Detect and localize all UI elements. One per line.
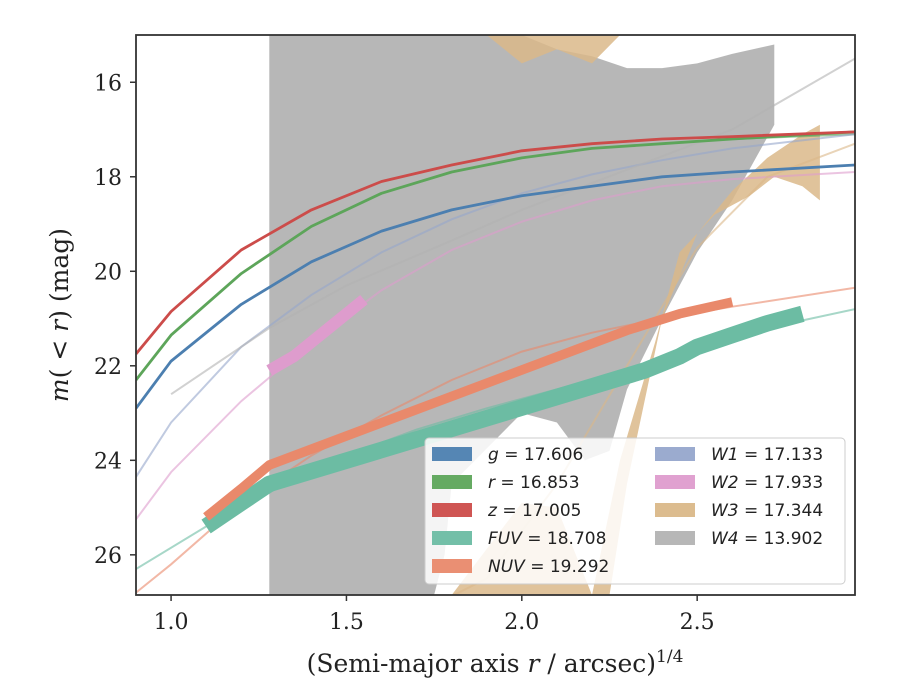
data-profile-nuv — [203, 297, 734, 521]
data-profiles — [136, 130, 855, 534]
legend-swatch-w3 — [655, 503, 695, 517]
model-line-w1 — [136, 133, 855, 478]
data-profile-r — [136, 130, 855, 381]
legend-label-r: r = 16.853 — [488, 473, 580, 493]
legend-label-w4: W4 = 13.902 — [711, 529, 823, 549]
data-profile-g — [136, 163, 855, 410]
axis-ticks: 1.0 1.5 2.0 2.5 16 18 20 22 24 26 — [94, 71, 715, 635]
x-axis-label: (Semi-major axis r / arcsec)1/4 — [307, 647, 684, 678]
data-profile-fuv — [201, 305, 805, 534]
y-tick-label: 20 — [94, 260, 122, 285]
x-tick-label: 2.0 — [504, 610, 539, 635]
w3-band-top — [434, 35, 620, 64]
legend-label-nuv: NUV = 19.292 — [488, 557, 609, 577]
x-tick-label: 2.5 — [680, 610, 715, 635]
y-tick-label: 18 — [94, 166, 122, 191]
legend-swatch-g — [432, 447, 472, 461]
legend-label-z: z = 17.005 — [487, 501, 581, 521]
x-tick-label: 1.5 — [329, 610, 364, 635]
y-tick-label: 22 — [94, 355, 122, 380]
legend-box — [424, 437, 846, 585]
data-profile-w2 — [266, 295, 368, 376]
legend-label-fuv: FUV = 18.708 — [488, 529, 606, 549]
data-profile-z — [136, 130, 855, 355]
x-tick-label: 1.0 — [154, 610, 189, 635]
legend-label-w1: W1 = 17.133 — [711, 445, 823, 465]
legend-swatch-z — [432, 503, 472, 517]
legend-label-w3: W3 = 17.344 — [711, 501, 823, 521]
legend-swatch-r — [432, 475, 472, 489]
legend-label-w2: W2 = 17.933 — [711, 473, 823, 493]
legend-swatch-nuv — [432, 559, 472, 573]
w4-band — [269, 35, 775, 595]
legend-label-g: g = 17.606 — [488, 445, 583, 465]
legend-swatch-fuv — [432, 531, 472, 545]
model-line-w2 — [136, 171, 855, 520]
legend-swatch-w2 — [655, 475, 695, 489]
y-axis-label: m( < r) (mag) — [45, 228, 74, 402]
model-line-w3 — [451, 142, 855, 595]
y-tick-label: 24 — [94, 449, 122, 474]
y-tick-label: 26 — [94, 544, 122, 569]
plot-frame — [135, 34, 856, 596]
legend-swatch-w4 — [655, 531, 695, 545]
legend-swatch-w1 — [655, 447, 695, 461]
y-tick-label: 16 — [94, 71, 122, 96]
legend: g = 17.606 r = 16.853 z = 17.005 FUV = 18.7… — [424, 437, 846, 585]
